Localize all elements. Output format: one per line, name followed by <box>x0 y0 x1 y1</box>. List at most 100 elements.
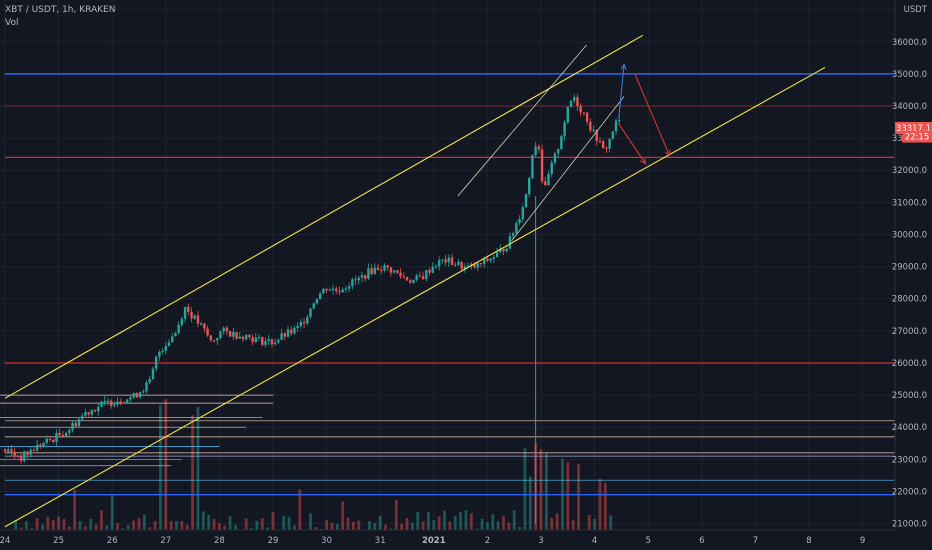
candle-body <box>585 112 589 122</box>
volume-bar <box>228 516 232 530</box>
candle-body <box>206 328 209 336</box>
up-projection-arrow-head <box>620 63 627 71</box>
inner-lower <box>511 96 625 242</box>
volume-bar <box>384 524 387 530</box>
candle-body <box>550 162 553 174</box>
volume-bar <box>84 526 87 530</box>
price-axis: USDT 21000.0 22000.0 23000.0 24000.0 25000.0 2… <box>892 0 932 550</box>
price-tag-label: 33317.1 <box>896 124 931 134</box>
candle-body <box>277 339 280 343</box>
volume-bar <box>566 462 570 530</box>
candle-body <box>235 332 238 339</box>
candle-body <box>531 154 534 179</box>
channel-upper <box>4 34 644 399</box>
trendlines <box>4 34 826 528</box>
candle-body <box>495 252 499 258</box>
candle-body <box>10 449 13 452</box>
volume-bar <box>410 522 414 530</box>
down-projection-arrow-1-head <box>640 157 647 165</box>
volume-bar <box>142 514 146 530</box>
x-tick-label: 9 <box>860 536 865 546</box>
candle-body <box>145 382 148 392</box>
candle-body <box>212 340 216 342</box>
candle-body <box>425 270 428 280</box>
volume-bar <box>421 521 425 530</box>
candle-body <box>502 248 505 252</box>
candle-body <box>122 402 126 404</box>
candle-body <box>524 194 528 208</box>
candle-body <box>434 266 438 268</box>
volume-indicator-label[interactable]: Vol <box>5 18 19 28</box>
volume-bar <box>528 476 532 530</box>
volume-bars <box>14 399 618 530</box>
candle-body <box>547 173 550 186</box>
candle-body <box>80 415 84 420</box>
candle-body <box>132 392 135 398</box>
candle-body <box>113 404 116 406</box>
x-tick-label: 26 <box>107 536 118 546</box>
candle-body <box>61 435 65 437</box>
candle-body <box>90 409 94 415</box>
candle-body <box>544 181 547 186</box>
volume-bar <box>169 521 173 530</box>
candle-body <box>338 291 341 293</box>
candle-body <box>521 207 524 219</box>
volume-bar <box>571 520 575 530</box>
volume-bar <box>394 499 398 530</box>
volume-bar <box>427 511 430 530</box>
candle-body <box>376 267 380 270</box>
volume-bar <box>518 526 521 530</box>
volume-bar <box>30 528 34 530</box>
volume-bar <box>373 523 377 530</box>
volume-bar <box>126 525 130 530</box>
volume-bar <box>78 521 82 530</box>
candle-body <box>55 432 58 442</box>
volume-bar <box>357 520 361 530</box>
volume-bar <box>319 528 323 530</box>
volume-bar <box>598 478 602 530</box>
candle-body <box>219 331 222 339</box>
y-tick-label: 21000.0 <box>892 520 927 530</box>
candle-body <box>16 455 20 457</box>
candle-body <box>103 400 106 402</box>
candle-body <box>29 449 32 455</box>
candle-body <box>302 321 306 324</box>
candle-body <box>437 260 441 267</box>
candle-body <box>245 334 248 340</box>
x-tick-label: 27 <box>160 536 171 546</box>
volume-bar <box>453 515 457 530</box>
y-tick-label: 34000.0 <box>892 102 927 112</box>
symbol-title[interactable]: XBT / USDT, 1h, KRAKEN <box>5 5 116 15</box>
candle-body <box>515 223 518 234</box>
candle-body <box>129 397 132 400</box>
projection-arrows <box>618 63 671 165</box>
candle-body <box>71 422 74 431</box>
candle-body <box>209 335 213 341</box>
volume-bar <box>153 520 157 530</box>
y-tick-label: 31000.0 <box>892 198 927 208</box>
candle-body <box>187 306 190 312</box>
candle-body <box>193 315 196 319</box>
price-axis-bg <box>895 0 932 550</box>
volume-bar <box>400 523 404 530</box>
volume-bar <box>266 527 270 530</box>
candle-body <box>87 412 90 415</box>
volume-bar <box>544 453 548 530</box>
candle-body <box>614 120 618 132</box>
candle-body <box>100 401 103 407</box>
x-tick-label: 4 <box>592 536 597 546</box>
volume-bar <box>164 399 168 530</box>
down-projection-arrow-2 <box>634 73 671 156</box>
volume-bar <box>116 522 119 530</box>
candle-body <box>199 323 203 325</box>
candle-body <box>241 336 245 340</box>
candle-body <box>119 401 122 403</box>
candle-body <box>409 280 412 283</box>
volume-bar <box>555 513 559 530</box>
candle-body <box>528 178 531 195</box>
candle-body <box>58 432 61 436</box>
candle-body <box>322 288 325 294</box>
candle-body <box>380 269 383 271</box>
volume-bar <box>180 520 184 530</box>
